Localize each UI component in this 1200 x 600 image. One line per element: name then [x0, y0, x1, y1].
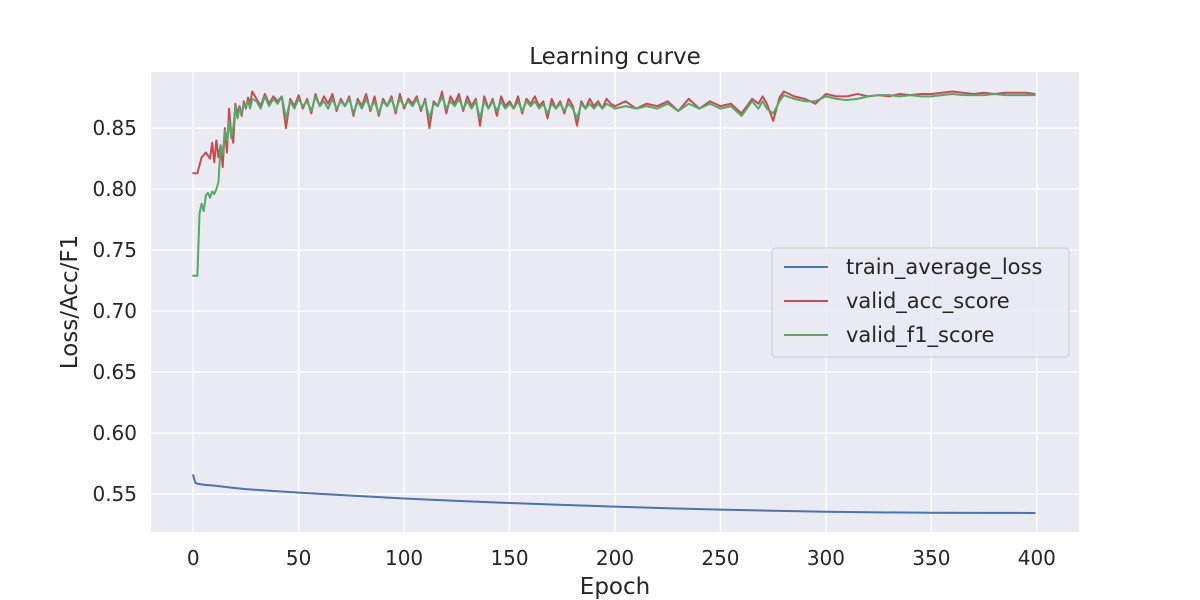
x-tick-label: 250 [701, 546, 739, 570]
y-tick-label: 0.85 [92, 116, 137, 140]
y-axis-label: Loss/Acc/F1 [57, 235, 83, 369]
series-layer [192, 90, 1036, 514]
x-tick-label: 350 [912, 546, 950, 570]
legend-label-train-average-loss: train_average_loss [846, 255, 1042, 280]
legend-label-valid-f1-score: valid_f1_score [846, 323, 994, 348]
x-grid [192, 72, 1038, 532]
x-tick-label: 200 [596, 546, 634, 570]
x-tick-label: 300 [807, 546, 845, 570]
legend-box [771, 247, 1070, 358]
x-tick-label: 50 [286, 546, 311, 570]
y-tick-label: 0.60 [92, 421, 137, 445]
y-grid [151, 127, 1079, 495]
y-tick-label: 0.55 [92, 482, 137, 506]
legend-label-valid-acc-score: valid_acc_score [846, 289, 1010, 314]
series-line-valid-f1-score [192, 92, 1036, 277]
y-tick-label: 0.80 [92, 177, 137, 201]
x-tick-label: 0 [187, 546, 200, 570]
x-axis-label: Epoch [580, 574, 650, 600]
legend: train_average_loss valid_acc_score valid… [771, 247, 1070, 358]
x-tick-label: 100 [385, 546, 423, 570]
y-tick-label: 0.65 [92, 360, 137, 384]
chart-title: Learning curve [529, 44, 701, 70]
y-tick-label: 0.75 [92, 238, 137, 262]
y-tick-labels: 0.55 0.60 0.65 0.70 0.75 0.80 0.85 [92, 116, 137, 506]
x-tick-label: 400 [1018, 546, 1056, 570]
x-tick-labels: 0 50 100 150 200 250 300 350 400 [187, 546, 1056, 570]
series-line-train-average-loss [192, 474, 1036, 514]
y-tick-label: 0.70 [92, 299, 137, 323]
x-tick-label: 150 [490, 546, 528, 570]
